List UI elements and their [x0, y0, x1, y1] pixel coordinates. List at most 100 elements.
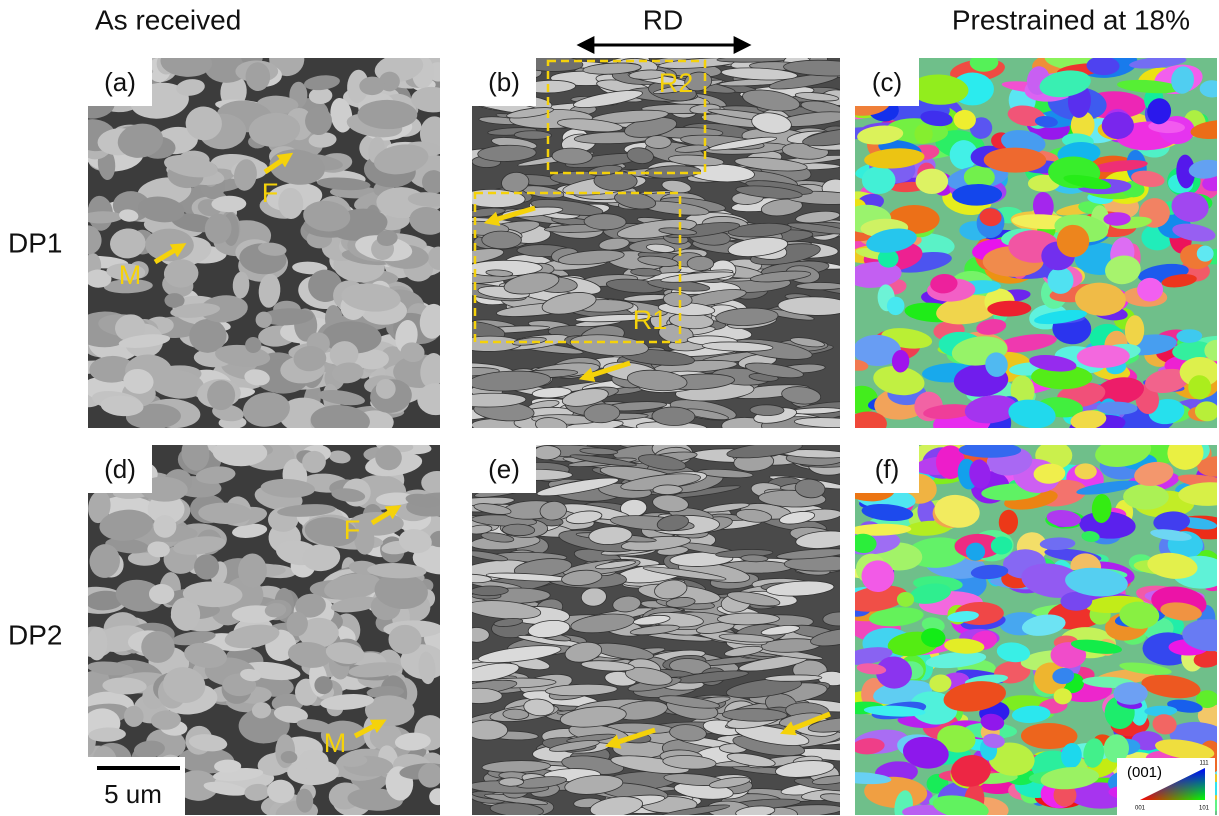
grain — [232, 271, 250, 299]
grain — [662, 291, 693, 308]
annotation-arrow — [263, 152, 294, 175]
grain — [1060, 591, 1093, 611]
grain — [248, 112, 301, 147]
grain — [1010, 375, 1035, 406]
grain — [1145, 368, 1189, 394]
grain — [749, 270, 812, 283]
grain — [1119, 601, 1160, 629]
grain — [857, 125, 904, 145]
grain — [503, 272, 560, 295]
grain — [1204, 339, 1217, 361]
grain — [115, 579, 164, 612]
grain — [407, 192, 440, 207]
grain — [915, 168, 949, 194]
grain — [626, 369, 688, 392]
grain — [1034, 309, 1087, 325]
grain — [1161, 274, 1197, 288]
grain — [472, 392, 527, 408]
grain — [366, 685, 404, 699]
grain — [658, 695, 720, 709]
grain — [117, 123, 164, 158]
grain — [708, 136, 778, 151]
panel-label-box — [855, 445, 919, 493]
grain — [744, 362, 804, 379]
grain — [1160, 602, 1202, 621]
micrograph — [855, 445, 1217, 815]
grain — [575, 313, 653, 323]
grain — [429, 788, 440, 806]
grain — [170, 303, 221, 318]
grain — [951, 755, 991, 787]
grain — [485, 269, 514, 277]
grain — [864, 148, 925, 169]
grain — [715, 307, 779, 326]
grain — [255, 311, 272, 328]
grain — [295, 593, 326, 618]
grain — [110, 228, 146, 259]
grain — [339, 754, 368, 767]
grain — [320, 720, 368, 751]
legend-title: (001) — [1127, 764, 1162, 781]
grain — [258, 242, 287, 256]
grain — [296, 788, 314, 813]
grain — [969, 117, 993, 139]
grain — [779, 511, 816, 525]
grain — [665, 597, 696, 608]
grain — [347, 69, 369, 104]
grain — [1070, 110, 1095, 140]
grain — [341, 283, 401, 312]
grain — [1188, 159, 1217, 179]
grain — [589, 796, 643, 815]
grain — [329, 450, 351, 464]
grain — [88, 490, 111, 524]
grain — [1021, 614, 1066, 636]
panels — [88, 58, 1217, 815]
grain — [1196, 245, 1214, 262]
grain — [987, 300, 1032, 317]
column-title: As received — [95, 4, 241, 35]
grain — [375, 445, 402, 471]
grain — [280, 751, 298, 764]
grain — [855, 411, 887, 428]
grain — [932, 795, 989, 815]
grain — [638, 454, 687, 471]
grain — [1176, 154, 1196, 189]
grain — [245, 336, 262, 353]
grain — [873, 365, 925, 396]
grain — [173, 536, 226, 555]
panel-label: (b) — [488, 67, 520, 97]
annotation: F — [344, 515, 361, 545]
grain — [545, 683, 618, 697]
grain — [1105, 255, 1141, 285]
grain — [243, 392, 290, 427]
grain — [588, 526, 633, 545]
grain — [277, 504, 336, 517]
grain — [308, 132, 337, 148]
grain — [936, 295, 999, 325]
grain — [409, 206, 440, 235]
grain — [795, 210, 840, 224]
grain — [133, 740, 165, 759]
grain — [598, 237, 630, 251]
grain — [777, 296, 840, 316]
grain — [1117, 79, 1181, 94]
grain — [147, 541, 170, 558]
micrograph — [472, 445, 840, 815]
grain — [375, 492, 414, 506]
grain — [980, 713, 1005, 731]
panel-label-box — [88, 445, 152, 493]
grain — [332, 362, 364, 384]
grain — [411, 86, 440, 113]
grain — [269, 58, 305, 77]
panel-label-box — [472, 58, 536, 106]
grain — [644, 135, 672, 149]
grain — [896, 592, 915, 607]
grain — [472, 550, 509, 562]
grain — [626, 147, 654, 165]
grain — [629, 624, 680, 636]
grain — [420, 353, 440, 388]
grain — [943, 681, 1006, 712]
grain — [725, 678, 802, 699]
grain — [171, 630, 216, 646]
grain — [569, 454, 637, 467]
